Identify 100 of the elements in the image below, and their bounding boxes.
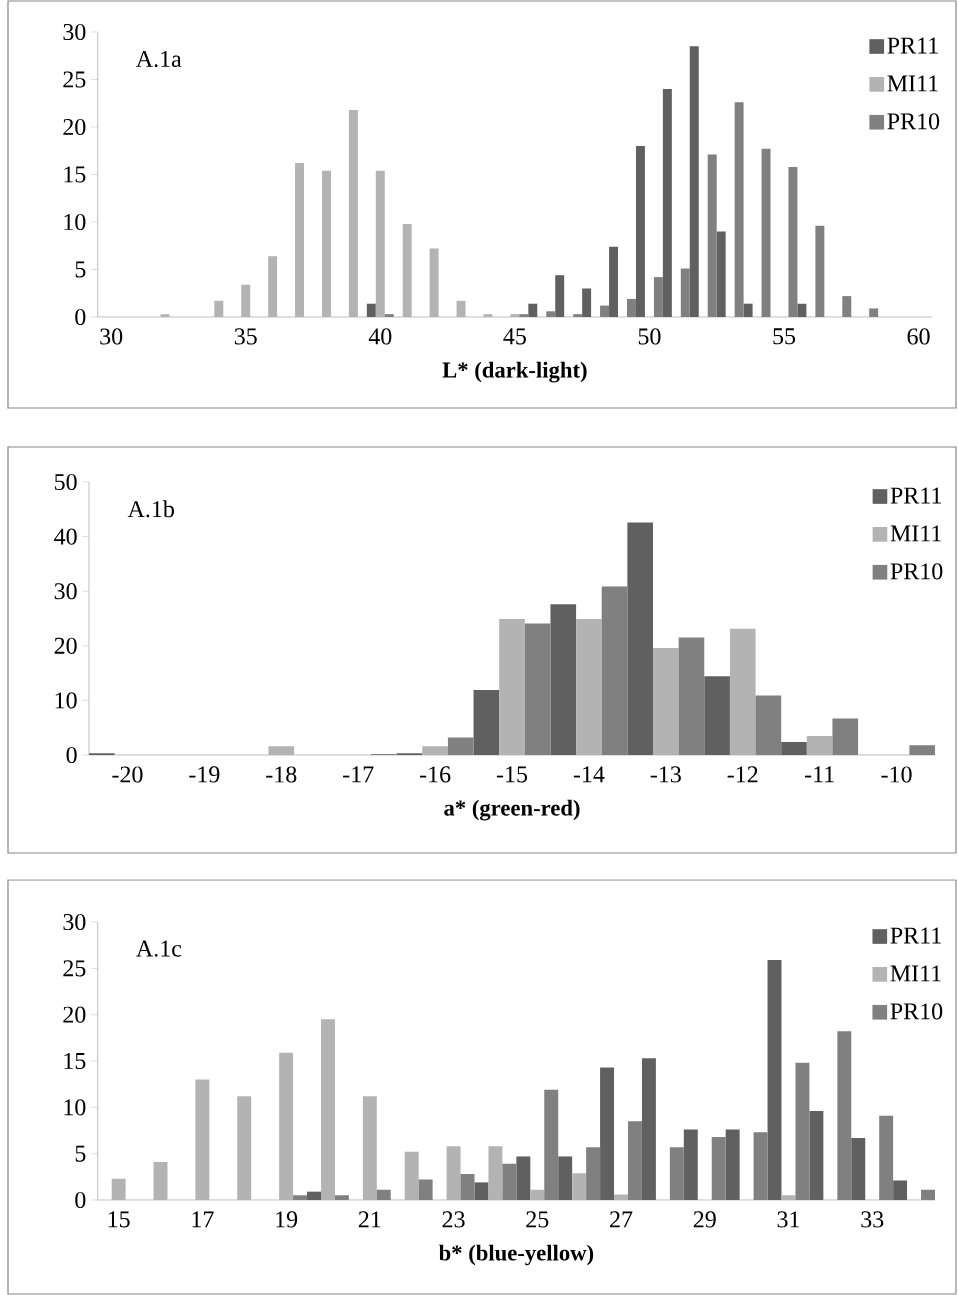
bar	[781, 741, 807, 755]
bar	[404, 1151, 419, 1200]
legend-label: MI11	[890, 965, 941, 982]
bar	[473, 690, 500, 755]
bar	[689, 46, 699, 317]
bar	[550, 604, 577, 755]
y-tick-label: 20	[54, 637, 77, 654]
x-tick-label: 25	[526, 1211, 549, 1228]
y-tick-label: 15	[64, 166, 86, 183]
x-tick-label: 23	[442, 1211, 465, 1228]
legend-label: PR10	[890, 563, 943, 580]
bar	[307, 1191, 321, 1200]
x-tick-label: -19	[189, 766, 220, 783]
bar	[214, 300, 224, 317]
bar	[641, 1058, 656, 1200]
y-tick-label: 10	[64, 1099, 86, 1116]
bar	[614, 1194, 628, 1200]
bar	[446, 1146, 461, 1200]
x-tick-label: -15	[496, 766, 528, 783]
bar	[729, 628, 756, 755]
x-tick-label: 30	[100, 328, 123, 345]
x-tick-label: 35	[234, 328, 257, 345]
bar	[572, 1173, 587, 1200]
bar	[268, 746, 295, 755]
bar	[474, 1182, 489, 1200]
x-tick-label: 15	[108, 1211, 130, 1228]
bar	[806, 735, 833, 755]
annotation: A.1a	[136, 50, 182, 68]
bar	[499, 619, 525, 755]
y-tick-label: 10	[55, 692, 77, 709]
y-tick-label: 50	[55, 473, 77, 491]
x-tick-label: 33	[861, 1211, 884, 1228]
bar	[488, 1146, 503, 1200]
y-tick-label: 30	[54, 583, 77, 600]
annotation: A.1b	[127, 500, 174, 518]
legend-label: PR11	[887, 37, 938, 54]
bar	[635, 145, 645, 317]
x-tick-label: 17	[192, 1211, 214, 1228]
x-tick-label: 27	[610, 1211, 633, 1228]
bar	[797, 303, 807, 317]
bar	[576, 619, 602, 755]
x-tick-label: 29	[693, 1211, 716, 1228]
bar	[528, 303, 538, 317]
bar	[653, 647, 679, 755]
bar	[456, 300, 466, 317]
bar	[375, 170, 385, 317]
x-tick-label: -20	[112, 766, 143, 783]
x-tick-label: 50	[638, 328, 661, 345]
bar	[510, 314, 520, 317]
legend-label: PR11	[890, 487, 941, 504]
bar	[237, 1096, 252, 1200]
bar	[483, 314, 493, 317]
legend-label: PR11	[890, 927, 941, 944]
bar	[321, 170, 331, 317]
bar	[893, 1180, 908, 1200]
bar	[362, 1096, 377, 1200]
x-axis-title: a* (green-red)	[444, 799, 580, 821]
y-tick-label: 40	[54, 528, 77, 545]
bar	[241, 284, 251, 317]
bar	[402, 223, 412, 317]
bar	[683, 1129, 698, 1200]
bar	[627, 522, 653, 755]
y-tick-label: 25	[63, 71, 86, 88]
legend-label: PR10	[887, 113, 940, 130]
bar	[609, 246, 619, 317]
y-tick-label: 10	[64, 213, 86, 231]
bar	[195, 1079, 210, 1200]
x-tick-label: 21	[358, 1211, 381, 1228]
bar	[600, 1067, 615, 1200]
y-tick-label: 20	[63, 118, 86, 136]
y-tick-label: 30	[63, 23, 86, 41]
bar	[582, 288, 592, 317]
bar	[268, 256, 278, 317]
bar	[153, 1162, 168, 1200]
y-tick-label: 5	[75, 261, 86, 278]
x-tick-label: -12	[727, 766, 758, 783]
bar	[716, 231, 726, 317]
x-tick-label: -14	[573, 766, 605, 783]
x-tick-label: 55	[773, 328, 796, 345]
y-tick-label: 15	[64, 1052, 86, 1070]
x-tick-label: 45	[503, 328, 526, 345]
y-tick-label: 0	[75, 308, 86, 326]
bar	[320, 1019, 335, 1200]
x-axis-title: b* (blue-yellow)	[438, 1244, 594, 1266]
x-tick-label: -16	[420, 766, 451, 783]
y-tick-label: 20	[63, 1006, 86, 1023]
x-tick-label: -18	[266, 766, 297, 783]
y-tick-label: 0	[75, 1191, 86, 1209]
y-tick-label: 25	[63, 960, 86, 977]
bar	[422, 746, 448, 755]
bar	[160, 314, 170, 317]
x-tick-label: -13	[650, 766, 681, 783]
bar	[348, 109, 358, 317]
y-tick-label: 30	[63, 913, 86, 931]
x-tick-label: -17	[343, 766, 374, 783]
bar	[725, 1129, 740, 1200]
bar	[111, 1178, 126, 1200]
y-tick-label: 5	[75, 1145, 86, 1162]
bar	[809, 1111, 824, 1200]
bar	[279, 1052, 294, 1200]
